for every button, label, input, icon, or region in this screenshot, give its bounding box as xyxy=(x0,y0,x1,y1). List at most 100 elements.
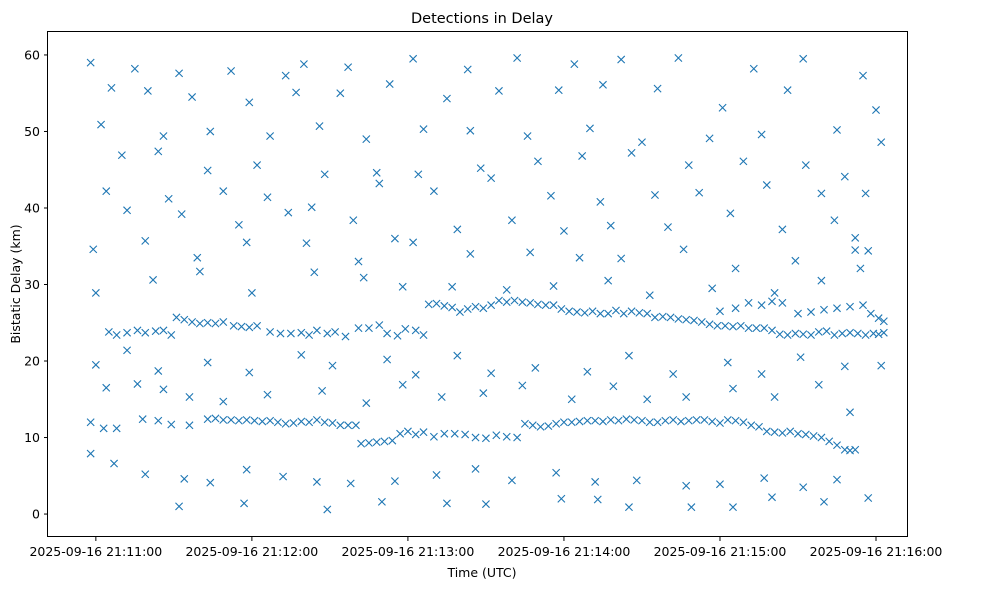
scatter-point xyxy=(424,300,433,309)
scatter-point xyxy=(591,477,600,486)
scatter-point xyxy=(872,106,881,115)
scatter-point xyxy=(206,478,215,487)
scatter-point xyxy=(598,417,607,426)
scatter-point xyxy=(627,307,636,316)
scatter-point xyxy=(312,415,321,424)
scatter-point xyxy=(346,479,355,488)
scatter-point xyxy=(159,385,168,394)
scatter-point xyxy=(310,268,319,277)
y-tick-label: 60 xyxy=(24,47,40,62)
scatter-point xyxy=(372,168,381,177)
scatter-point xyxy=(195,267,204,276)
scatter-point xyxy=(531,363,540,372)
scatter-point xyxy=(814,380,823,389)
scatter-point xyxy=(219,318,228,326)
scatter-point xyxy=(744,324,753,333)
scatter-point xyxy=(583,367,592,376)
scatter-point xyxy=(879,328,888,337)
scatter-point xyxy=(731,304,740,313)
scatter-point xyxy=(180,474,189,483)
scatter-point xyxy=(481,500,490,509)
scatter-point xyxy=(689,316,698,325)
scatter-point xyxy=(744,298,753,307)
scatter-point xyxy=(123,346,132,355)
scatter-point xyxy=(336,421,345,430)
scatter-point xyxy=(471,464,480,473)
scatter-point xyxy=(596,197,605,206)
scatter-point xyxy=(476,164,485,173)
scatter-point xyxy=(723,415,732,424)
scatter-point xyxy=(331,327,340,336)
scatter-point xyxy=(203,166,212,175)
scatter-point xyxy=(833,475,841,484)
scatter-point xyxy=(398,282,407,291)
scatter-point xyxy=(859,301,867,310)
scatter-point xyxy=(825,437,834,446)
scatter-point xyxy=(705,134,714,143)
scatter-point xyxy=(658,312,667,321)
scatter-point xyxy=(354,324,363,333)
scatter-point xyxy=(715,307,724,316)
scatter-point xyxy=(682,481,691,490)
scatter-point xyxy=(705,320,714,329)
scatter-point xyxy=(219,397,228,406)
scatter-point xyxy=(320,170,329,179)
scatter-point xyxy=(578,151,587,160)
scatter-point xyxy=(229,321,238,330)
scatter-point xyxy=(820,497,828,506)
scatter-point xyxy=(154,147,163,156)
scatter-point xyxy=(611,306,620,315)
scatter-point xyxy=(541,301,550,310)
scatter-point xyxy=(141,236,150,245)
scatter-point xyxy=(757,370,766,379)
chart-title: Detections in Delay xyxy=(411,11,553,27)
scatter-point xyxy=(149,275,158,284)
scatter-point xyxy=(372,438,381,447)
scatter-point xyxy=(708,417,717,426)
scatter-point xyxy=(141,328,150,337)
scatter-point xyxy=(227,415,236,424)
scatter-point xyxy=(164,194,173,203)
scatter-point xyxy=(559,226,568,235)
scatter-point xyxy=(778,225,787,234)
scatter-point xyxy=(783,331,792,339)
scatter-point xyxy=(682,392,691,401)
scatter-point xyxy=(833,304,841,313)
scatter-point xyxy=(817,276,826,285)
scatter-point xyxy=(502,285,511,294)
scatter-point xyxy=(692,415,701,424)
scatter-point xyxy=(307,203,316,212)
scatter-point xyxy=(102,187,111,196)
scatter-point xyxy=(604,309,613,318)
scatter-point xyxy=(419,331,428,339)
scatter-point xyxy=(575,417,584,426)
scatter-point xyxy=(479,389,488,398)
scatter-point xyxy=(697,318,706,326)
scatter-point xyxy=(770,288,779,297)
scatter-point xyxy=(442,94,451,103)
scatter-point xyxy=(536,422,545,431)
scatter-point xyxy=(133,326,142,335)
scatter-point xyxy=(866,309,875,318)
scatter-point xyxy=(411,370,420,379)
scatter-point xyxy=(344,421,353,430)
scatter-point xyxy=(185,392,194,401)
scatter-point xyxy=(728,503,737,512)
scatter-point xyxy=(323,329,332,338)
scatter-point xyxy=(650,190,659,199)
scatter-point xyxy=(312,326,321,335)
scatter-point xyxy=(185,421,194,430)
scatter-point xyxy=(770,392,779,401)
scatter-point xyxy=(292,88,301,97)
scatter-point xyxy=(448,303,457,312)
scatter-point xyxy=(585,124,594,133)
scatter-point xyxy=(851,445,860,454)
scatter-point xyxy=(645,291,654,300)
scatter-point xyxy=(450,429,459,438)
scatter-point xyxy=(814,327,823,336)
scatter-point xyxy=(749,64,758,73)
scatter-point xyxy=(736,321,745,330)
x-tick-label: 2025-09-16 21:14:00 xyxy=(498,544,631,559)
scatter-point xyxy=(466,126,475,135)
scatter-point xyxy=(801,430,810,439)
